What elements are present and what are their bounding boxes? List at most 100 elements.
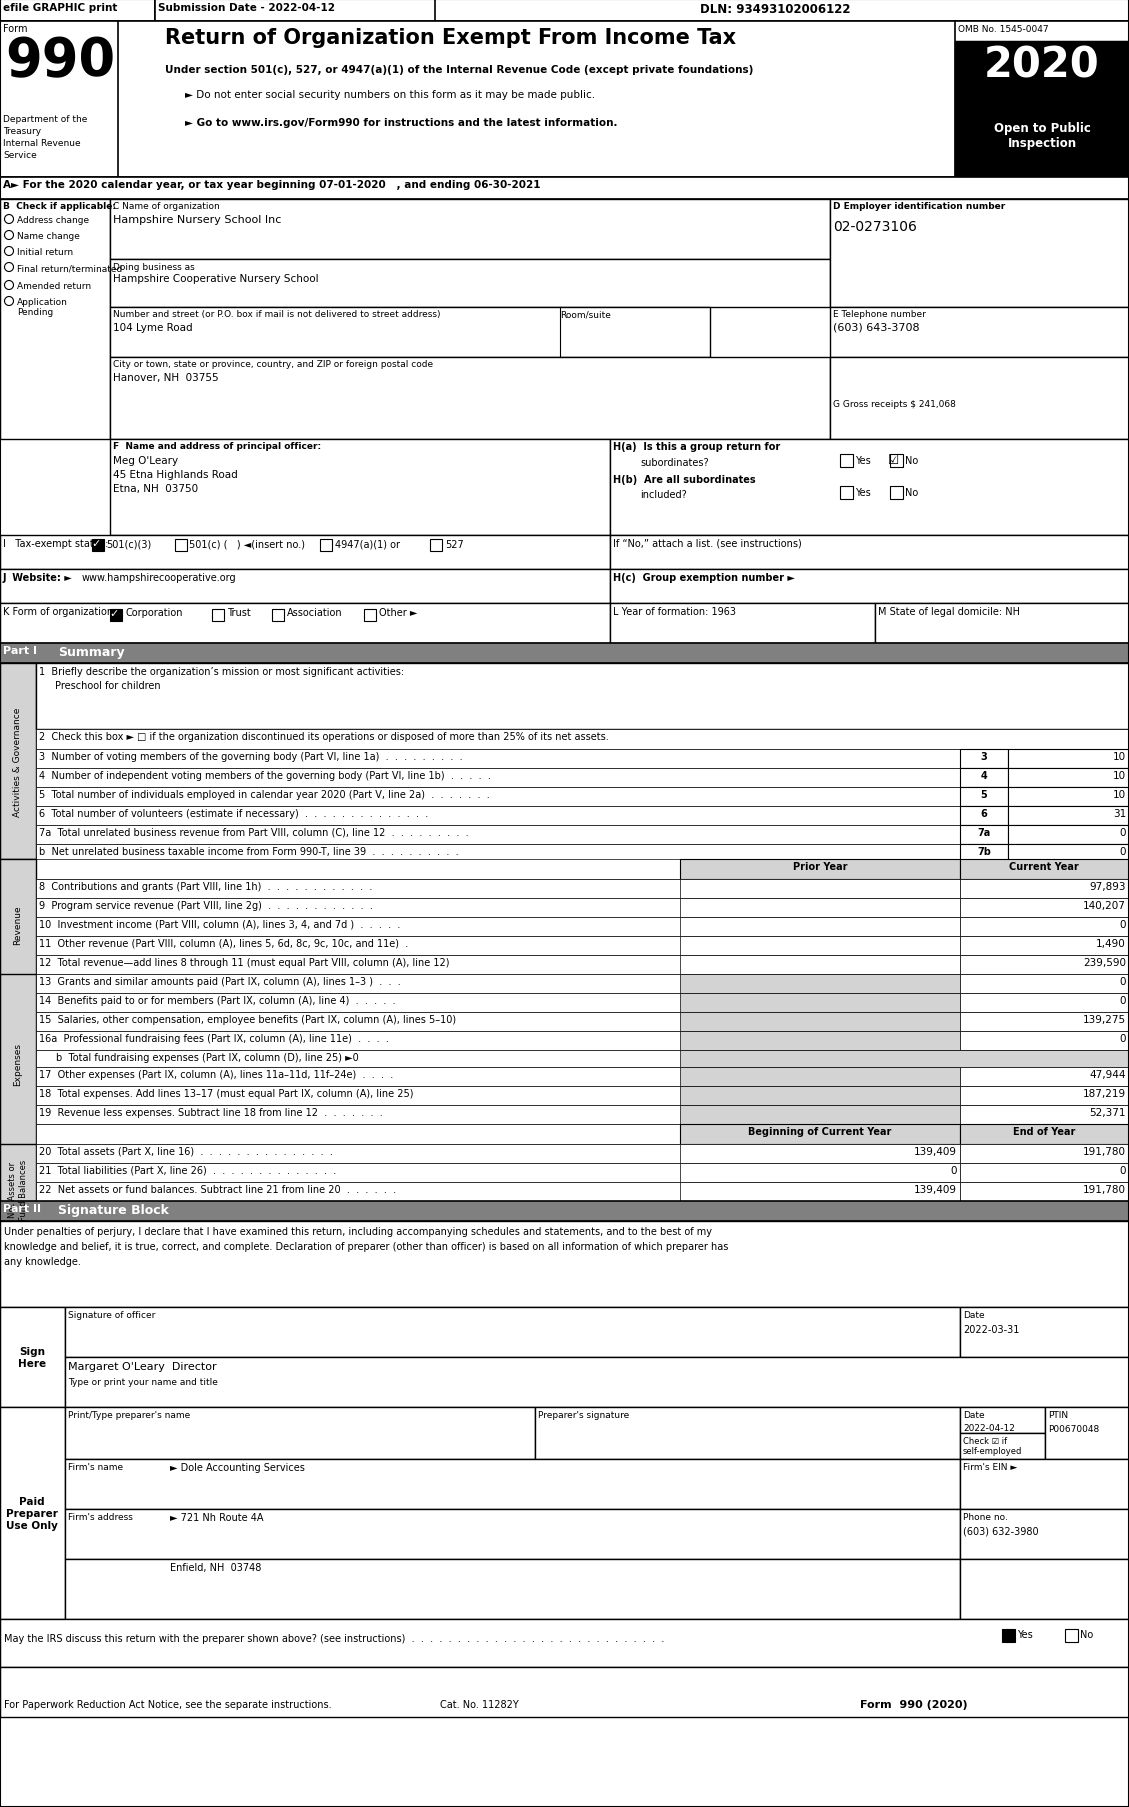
Bar xyxy=(960,918,1129,936)
Bar xyxy=(0,974,36,1155)
Text: Initial return: Initial return xyxy=(17,248,73,257)
Text: Check ☑ if
self-employed: Check ☑ if self-employed xyxy=(963,1437,1023,1456)
Text: Internal Revenue: Internal Revenue xyxy=(3,139,80,148)
Circle shape xyxy=(5,264,14,273)
Text: 7a  Total unrelated business revenue from Part VIII, column (C), line 12  .  .  : 7a Total unrelated business revenue from… xyxy=(40,828,469,837)
Text: included?: included? xyxy=(640,490,686,501)
Bar xyxy=(960,750,1008,768)
Text: 13  Grants and similar amounts paid (Part IX, column (A), lines 1–3 )  .  .  .: 13 Grants and similar amounts paid (Part… xyxy=(40,976,401,987)
Text: 21  Total liabilities (Part X, line 26)  .  .  .  .  .  .  .  .  .  .  .  .  .  : 21 Total liabilities (Part X, line 26) .… xyxy=(40,1166,336,1175)
Text: Signature of officer: Signature of officer xyxy=(68,1310,156,1319)
Bar xyxy=(36,860,1129,880)
Text: Under section 501(c), 527, or 4947(a)(1) of the Internal Revenue Code (except pr: Under section 501(c), 527, or 4947(a)(1)… xyxy=(165,65,753,74)
Text: Trust: Trust xyxy=(227,607,251,618)
Circle shape xyxy=(5,282,14,291)
Text: Yes: Yes xyxy=(855,455,870,466)
Bar xyxy=(36,918,1129,936)
Bar xyxy=(110,358,830,439)
Text: Return of Organization Exempt From Income Tax: Return of Organization Exempt From Incom… xyxy=(165,27,736,49)
Text: Yes: Yes xyxy=(1017,1630,1033,1639)
Text: 3  Number of voting members of the governing body (Part VI, line 1a)  .  .  .  .: 3 Number of voting members of the govern… xyxy=(40,752,463,761)
Bar xyxy=(155,0,435,22)
Text: efile GRAPHIC print: efile GRAPHIC print xyxy=(3,4,117,13)
Text: 02-0273106: 02-0273106 xyxy=(833,220,917,233)
Text: 0: 0 xyxy=(1120,1034,1126,1043)
Bar xyxy=(960,1460,1129,1509)
Bar xyxy=(680,1144,960,1164)
Text: Paid
Preparer
Use Only: Paid Preparer Use Only xyxy=(6,1496,58,1531)
Bar xyxy=(960,936,1129,956)
Text: OMB No. 1545-0047: OMB No. 1545-0047 xyxy=(959,25,1049,34)
Bar xyxy=(110,260,830,307)
Bar xyxy=(36,768,960,788)
Text: C Name of organization: C Name of organization xyxy=(113,202,220,211)
Bar xyxy=(36,730,1129,750)
Bar xyxy=(840,486,854,501)
Bar xyxy=(36,1032,1129,1050)
Bar xyxy=(960,860,1129,880)
Text: 527: 527 xyxy=(445,540,464,549)
Text: ☑: ☑ xyxy=(1001,1628,1013,1641)
Bar xyxy=(65,1559,960,1619)
Text: Expenses: Expenses xyxy=(14,1043,23,1086)
Bar xyxy=(0,201,110,439)
Text: 0: 0 xyxy=(1120,828,1126,837)
Text: Form: Form xyxy=(3,23,27,34)
Bar xyxy=(680,1106,960,1124)
Bar xyxy=(960,1124,1129,1144)
Text: Form  990 (2020): Form 990 (2020) xyxy=(860,1699,968,1709)
Bar xyxy=(0,535,610,569)
Text: 11  Other revenue (Part VIII, column (A), lines 5, 6d, 8c, 9c, 10c, and 11e)  .: 11 Other revenue (Part VIII, column (A),… xyxy=(40,938,409,949)
Text: E Telephone number: E Telephone number xyxy=(833,309,926,318)
Text: 22  Net assets or fund balances. Subtract line 21 from line 20  .  .  .  .  .  .: 22 Net assets or fund balances. Subtract… xyxy=(40,1184,396,1194)
Bar xyxy=(36,844,960,864)
Bar xyxy=(0,643,1129,663)
Text: Hampshire Nursery School Inc: Hampshire Nursery School Inc xyxy=(113,215,281,224)
Text: ► Do not enter social security numbers on this form as it may be made public.: ► Do not enter social security numbers o… xyxy=(185,90,595,99)
Text: Name change: Name change xyxy=(17,231,80,240)
Text: Final return/terminated: Final return/terminated xyxy=(17,264,122,273)
Text: 1  Briefly describe the organization’s mission or most significant activities:: 1 Briefly describe the organization’s mi… xyxy=(40,667,404,676)
Bar xyxy=(610,535,1129,569)
Text: 0: 0 xyxy=(1120,920,1126,929)
Text: 2022-04-12: 2022-04-12 xyxy=(963,1424,1015,1433)
Bar xyxy=(36,974,1129,994)
Bar xyxy=(36,1086,1129,1106)
Bar xyxy=(960,1559,1129,1619)
Text: 10: 10 xyxy=(1113,752,1126,761)
Text: 501(c)(3): 501(c)(3) xyxy=(106,540,151,549)
Text: Yes: Yes xyxy=(855,488,870,497)
Bar xyxy=(680,1164,960,1182)
Bar xyxy=(680,1182,960,1202)
Bar xyxy=(0,22,119,177)
Bar xyxy=(1008,806,1129,826)
Text: Hampshire Cooperative Nursery School: Hampshire Cooperative Nursery School xyxy=(113,275,318,284)
Text: May the IRS discuss this return with the preparer shown above? (see instructions: May the IRS discuss this return with the… xyxy=(5,1634,664,1643)
Text: 7b: 7b xyxy=(977,846,991,857)
Bar xyxy=(875,604,1129,643)
Bar xyxy=(960,844,1008,864)
Bar xyxy=(65,1460,960,1509)
Text: 47,944: 47,944 xyxy=(1089,1070,1126,1079)
Bar xyxy=(0,1408,65,1619)
Bar xyxy=(1045,1408,1129,1460)
Bar xyxy=(110,609,122,622)
Text: 5: 5 xyxy=(981,790,988,799)
Bar xyxy=(36,788,960,806)
Text: 2020: 2020 xyxy=(984,45,1100,87)
Bar xyxy=(36,1012,1129,1032)
Bar xyxy=(1008,750,1129,768)
Bar xyxy=(960,1306,1129,1357)
Text: 191,780: 191,780 xyxy=(1083,1184,1126,1194)
Text: H(a)  Is this a group return for: H(a) Is this a group return for xyxy=(613,441,780,452)
Bar xyxy=(955,22,1129,177)
Text: City or town, state or province, country, and ZIP or foreign postal code: City or town, state or province, country… xyxy=(113,360,434,369)
Text: Room/suite: Room/suite xyxy=(560,309,611,318)
Text: (603) 632-3980: (603) 632-3980 xyxy=(963,1527,1039,1536)
Bar xyxy=(960,974,1129,994)
Bar xyxy=(680,974,960,994)
Bar xyxy=(110,307,710,358)
Bar xyxy=(1008,788,1129,806)
Text: 3: 3 xyxy=(981,752,988,761)
Bar xyxy=(960,994,1129,1012)
